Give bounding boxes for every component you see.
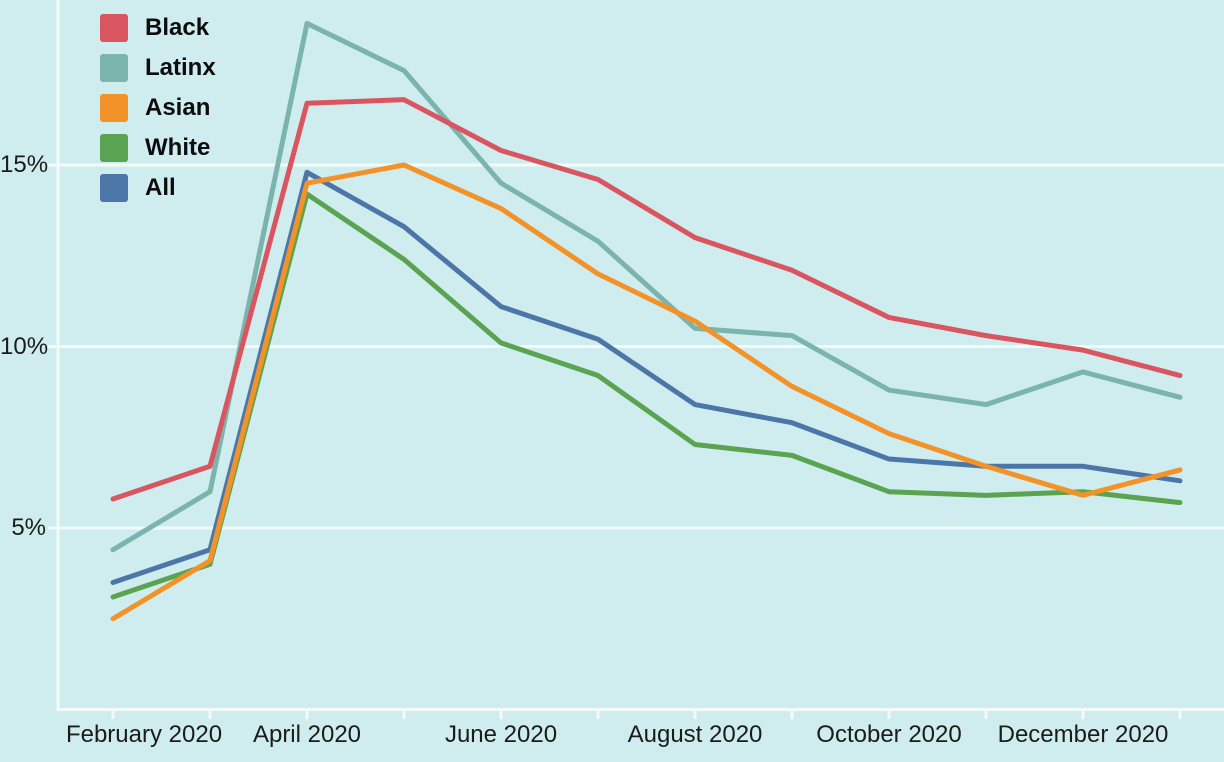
legend-item-all: All	[100, 174, 216, 202]
legend-swatch-latinx	[100, 54, 128, 82]
y-tick-label-15%: 15%	[0, 151, 49, 178]
line-all	[110, 169, 1183, 585]
x-tick-label-2: April 2020	[252, 721, 362, 748]
legend-swatch-black	[100, 14, 128, 42]
legend-item-white: White	[100, 134, 216, 162]
legend-label: Asian	[145, 94, 211, 121]
x-tick-label-5: October 2020	[816, 721, 962, 748]
line-black	[110, 97, 1183, 502]
y-tick-label-10%: 10%	[0, 332, 49, 360]
legend-item-latinx: Latinx	[100, 54, 216, 82]
x-tick-label-1: February 2020	[65, 721, 223, 748]
legend-swatch-all	[100, 174, 128, 202]
line-latinx	[110, 20, 1183, 553]
legend-label: Black	[145, 14, 210, 41]
x-tick-label-3: June 2020	[444, 721, 558, 748]
x-tick-label-6: December 2020	[997, 721, 1169, 748]
legend: Black Latinx Asian White All	[100, 14, 216, 214]
legend-swatch-white	[100, 134, 128, 162]
legend-label: All	[145, 174, 176, 201]
line-asian	[110, 162, 1183, 622]
legend-item-black: Black	[100, 14, 216, 42]
legend-item-asian: Asian	[100, 94, 216, 122]
x-tick-label-4: August 2020	[627, 721, 763, 748]
legend-swatch-asian	[100, 94, 128, 122]
y-tick-label-5%: 5%	[11, 514, 46, 541]
legend-label: White	[145, 134, 211, 161]
legend-label: Latinx	[145, 54, 216, 81]
